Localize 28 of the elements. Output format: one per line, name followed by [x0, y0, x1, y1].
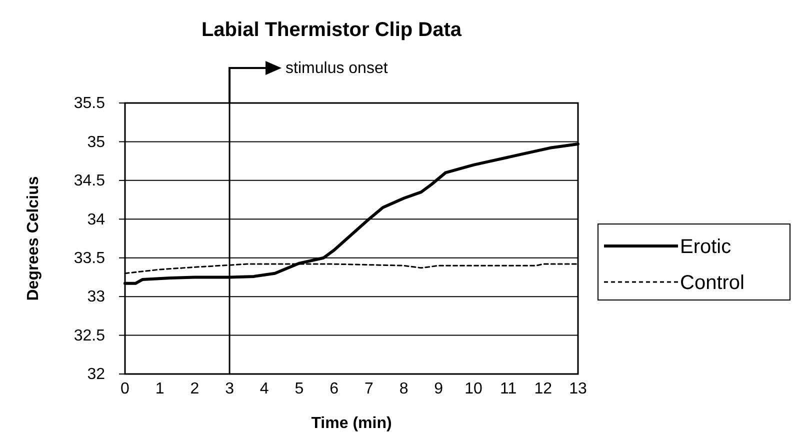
x-tick-label: 11: [500, 380, 517, 398]
y-tick-label: 35.5: [74, 95, 106, 112]
x-tick-label: 9: [434, 380, 444, 398]
legend-label: Erotic: [680, 236, 732, 258]
x-axis-title: Time (min): [311, 415, 392, 432]
x-tick-label: 1: [155, 380, 164, 398]
x-tick-label: 12: [534, 380, 552, 398]
x-tick-label: 10: [464, 380, 482, 398]
x-tick-label: 5: [294, 380, 304, 398]
y-axis-title: Degrees Celcius: [25, 176, 42, 301]
legend-label: stimulus onset: [286, 60, 388, 77]
y-tick-label: 32.5: [74, 327, 106, 344]
y-tick-label: 33: [87, 288, 106, 306]
x-tick-label: 13: [569, 380, 587, 398]
x-tick-label: 6: [330, 380, 339, 398]
x-tick-label: 8: [399, 380, 408, 398]
x-tick-label: 0: [120, 380, 130, 398]
y-tick-label: 34: [87, 211, 106, 228]
y-tick-label: 32: [87, 366, 106, 384]
y-tick-label: 35: [87, 134, 106, 151]
x-tick-label: 7: [364, 380, 374, 398]
x-tick-label: 4: [260, 380, 269, 398]
x-tick-label: 3: [225, 380, 234, 398]
x-tick-label: 2: [190, 380, 200, 398]
y-tick-label: 34.5: [74, 172, 106, 190]
legend-label: Control: [680, 272, 744, 294]
y-tick-label: 33.5: [74, 250, 106, 267]
chart-title: Labial Thermistor Clip Data: [201, 19, 462, 41]
